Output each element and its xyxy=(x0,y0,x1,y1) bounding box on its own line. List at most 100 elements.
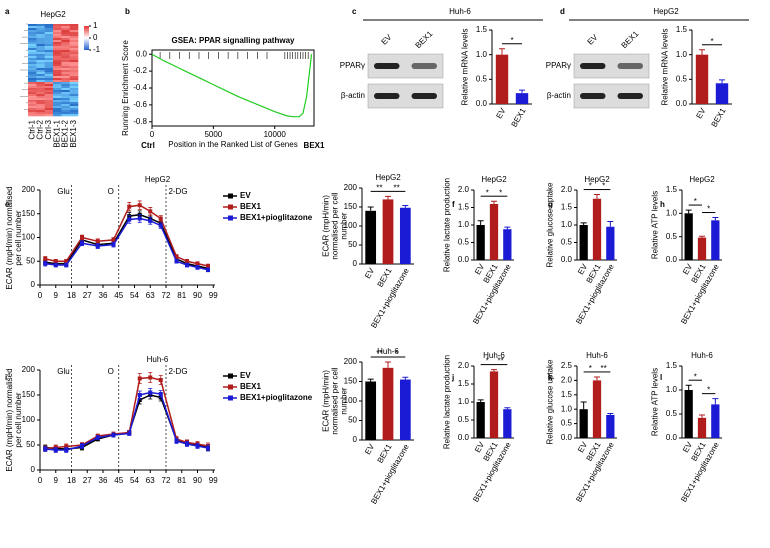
y-axis-label: Relative ATP levels xyxy=(649,367,659,437)
error-bar xyxy=(699,414,705,418)
heatmap-cell xyxy=(69,68,79,71)
heatmap-cell xyxy=(53,50,62,53)
point xyxy=(80,235,84,240)
y-tick-label: 2.0 xyxy=(561,185,573,194)
point xyxy=(53,259,58,264)
blot-band xyxy=(374,93,400,99)
blot-band xyxy=(580,93,606,99)
column-label: Ctrl-3 xyxy=(44,119,53,139)
bar xyxy=(382,199,394,264)
heatmap-cell xyxy=(61,52,70,55)
heatmap-cell xyxy=(53,38,62,41)
heatmap-cell xyxy=(61,32,70,35)
y-tick-label: 0.5 xyxy=(458,238,470,247)
point xyxy=(195,444,200,448)
panel-letter: j xyxy=(451,373,454,382)
heatmap-cell xyxy=(53,64,62,67)
x-tick-label: 0 xyxy=(38,291,43,300)
panel-letter: g xyxy=(548,200,553,209)
heatmap-cell xyxy=(53,84,62,87)
blot-band xyxy=(617,63,643,69)
heatmap-cell xyxy=(44,108,54,111)
heatmap-cell xyxy=(28,28,37,31)
heatmap-cell xyxy=(69,114,79,117)
heatmap-cell xyxy=(36,114,45,117)
heatmap-cell xyxy=(53,94,62,97)
point xyxy=(95,239,100,244)
y-tick-label: 200 xyxy=(344,183,358,192)
heatmap-cell xyxy=(36,42,45,45)
heatmap-cell xyxy=(44,74,54,77)
heatmap-cell xyxy=(28,48,37,51)
heatmap-cell xyxy=(28,44,37,47)
heatmap-cell xyxy=(36,74,45,77)
error-bar xyxy=(580,222,587,225)
legend-label: BEX1 xyxy=(240,382,261,391)
bar xyxy=(697,417,707,438)
heatmap-cell xyxy=(69,110,79,113)
heatmap-cell xyxy=(36,84,45,87)
x-tick-label: BEX1 xyxy=(376,266,394,289)
heatmap-cell xyxy=(53,42,62,45)
heatmap-cell xyxy=(44,82,54,85)
heatmap-cell xyxy=(36,80,45,83)
error-bar xyxy=(504,407,511,410)
heatmap-cell xyxy=(36,92,45,95)
chart-title: Huh-6 xyxy=(377,347,399,356)
point xyxy=(174,254,179,259)
heatmap-cell xyxy=(53,30,62,33)
significance-label: * xyxy=(499,188,502,197)
column-label: Ctrl-2 xyxy=(36,119,45,139)
error-bar xyxy=(607,221,614,227)
colorbar xyxy=(84,26,89,50)
colorbar-tick-label: 0 xyxy=(93,33,98,42)
heatmap-cell xyxy=(28,114,37,117)
y-tick-label: 0 xyxy=(31,465,36,474)
y-tick-label: 100 xyxy=(22,233,36,242)
x-tick-label: BEX1 xyxy=(710,106,728,129)
bar xyxy=(382,367,394,440)
point xyxy=(206,267,210,272)
x-tick-label: 81 xyxy=(177,291,186,300)
heatmap-cell xyxy=(28,52,37,55)
heatmap-cell xyxy=(69,62,79,65)
y-tick-label: 50 xyxy=(26,440,35,449)
heatmap-cell xyxy=(61,26,70,29)
y-tick-label: 1.0 xyxy=(561,404,573,413)
point xyxy=(95,435,100,440)
heatmap-cell xyxy=(44,64,54,67)
y-tick-label: 0.0 xyxy=(458,433,470,442)
heatmap-cell xyxy=(53,112,62,115)
heatmap-cell xyxy=(36,82,45,85)
heatmap-cell xyxy=(28,100,37,103)
bar xyxy=(495,54,509,104)
heatmap-cell xyxy=(28,98,37,101)
y-tick-label: 150 xyxy=(344,377,358,386)
heatmap-cell xyxy=(53,36,62,39)
heatmap-cell xyxy=(53,96,62,99)
heatmap-cell xyxy=(69,40,79,43)
heatmap-cell xyxy=(28,54,37,57)
heatmap-cell xyxy=(69,96,79,99)
x-tick-label: 18 xyxy=(67,291,76,300)
annotation-label: Glu xyxy=(57,367,69,376)
bar xyxy=(592,380,602,438)
point xyxy=(158,378,163,382)
heatmap-cell xyxy=(53,48,62,51)
heatmap-cell xyxy=(61,110,70,113)
heatmap-cell xyxy=(69,38,79,41)
point xyxy=(174,439,179,443)
x-tick-label: 54 xyxy=(130,291,139,300)
heatmap-cell xyxy=(53,102,62,105)
heatmap-cell xyxy=(53,46,62,49)
heatmap-cell xyxy=(53,78,62,81)
heatmap-cell xyxy=(28,36,37,39)
x-tick-label: 54 xyxy=(130,476,139,485)
y-tick-label: -0.8 xyxy=(133,117,147,126)
heatmap-cell xyxy=(28,46,37,49)
x-tick-label: 45 xyxy=(114,476,123,485)
point xyxy=(111,433,116,437)
y-tick-label: 0 xyxy=(353,435,358,444)
legend-marker xyxy=(228,373,233,379)
heatmap-cell xyxy=(53,54,62,57)
